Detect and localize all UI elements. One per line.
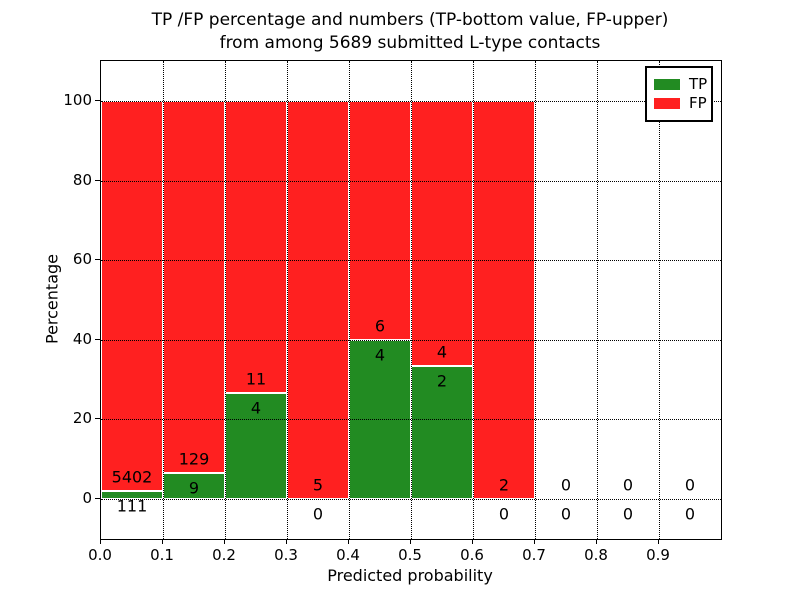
fp-count-annotation: 4 <box>436 342 448 362</box>
x-tick-mark <box>286 539 287 544</box>
fp-count-annotation: 0 <box>684 475 696 495</box>
tp-count-annotation: 0 <box>560 504 572 524</box>
tp-count-annotation: 0 <box>498 504 510 524</box>
fp-count-annotation: 6 <box>374 316 386 336</box>
y-tick-label: 80 <box>72 170 92 189</box>
x-tick-label: 0.2 <box>212 546 236 564</box>
vertical-gridline <box>535 61 536 539</box>
tp-count-annotation: 2 <box>436 371 448 391</box>
vertical-gridline <box>287 61 288 539</box>
fp-count-annotation: 0 <box>622 475 634 495</box>
tp-count-annotation: 4 <box>374 345 386 365</box>
fp-bar-segment <box>473 101 535 499</box>
y-tick-mark <box>95 418 100 420</box>
x-tick-mark <box>162 539 163 544</box>
fp-count-annotation: 0 <box>560 475 572 495</box>
x-tick-label: 0.0 <box>88 546 112 564</box>
plot-area: 5402 111 129 9 11 4 5 0 6 4 4 2 2 0 0 0 0 0 0 0 <box>100 60 722 540</box>
vertical-gridline <box>597 61 598 539</box>
vertical-gridline <box>225 61 226 539</box>
x-tick-label: 0.6 <box>460 546 484 564</box>
vertical-gridline <box>349 61 350 539</box>
y-tick-label: 60 <box>72 250 92 269</box>
fp-count-annotation: 129 <box>178 449 210 469</box>
tp-bar-segment <box>101 491 163 499</box>
x-tick-label: 0.9 <box>646 546 670 564</box>
fp-count-annotation: 2 <box>498 475 510 495</box>
tp-bar-segment <box>411 366 473 499</box>
x-tick-label: 0.4 <box>336 546 360 564</box>
legend-label-fp: FP <box>689 94 707 112</box>
tp-count-annotation: 0 <box>622 504 634 524</box>
y-tick-label: 40 <box>72 329 92 348</box>
fp-count-annotation: 5402 <box>111 467 153 487</box>
fp-color-swatch <box>654 98 680 109</box>
vertical-gridline <box>163 61 164 539</box>
chart-title-line2: from among 5689 submitted L-type contact… <box>219 33 601 53</box>
y-tick-mark <box>95 179 100 181</box>
fp-count-annotation: 11 <box>245 369 267 389</box>
tp-count-annotation: 0 <box>684 504 696 524</box>
fp-bar-segment <box>101 101 163 491</box>
y-tick-mark <box>95 100 100 101</box>
y-tick-label: 100 <box>63 91 92 109</box>
x-tick-mark <box>534 539 535 544</box>
y-tick-mark <box>95 498 100 499</box>
fp-bar-segment <box>349 101 411 340</box>
x-tick-mark <box>658 539 659 544</box>
x-tick-mark <box>472 539 473 544</box>
legend: TP FP <box>645 66 713 122</box>
x-tick-mark <box>348 539 349 544</box>
legend-entry-fp: FP <box>654 94 707 112</box>
vertical-gridline <box>473 61 474 539</box>
y-tick-label: 20 <box>72 409 92 428</box>
legend-label-tp: TP <box>689 75 708 93</box>
y-tick-mark <box>95 259 100 261</box>
fp-bar-segment <box>225 101 287 393</box>
fp-bar-segment <box>411 101 473 367</box>
tp-color-swatch <box>654 79 680 90</box>
x-tick-mark <box>410 539 411 544</box>
vertical-gridline <box>659 61 660 539</box>
x-tick-label: 0.8 <box>584 546 608 564</box>
x-tick-mark <box>596 539 597 544</box>
tp-count-annotation: 4 <box>250 398 262 418</box>
x-tick-mark <box>224 539 225 544</box>
fp-count-annotation: 5 <box>312 475 324 495</box>
tp-count-annotation: 111 <box>116 496 148 516</box>
y-tick-mark <box>95 338 100 340</box>
fp-bar-segment <box>163 101 225 474</box>
vertical-gridline <box>411 61 412 539</box>
x-tick-label: 0.5 <box>398 546 422 564</box>
x-tick-mark <box>100 539 101 544</box>
tp-bar-segment <box>163 473 225 499</box>
tp-count-annotation: 0 <box>312 504 324 524</box>
tp-count-annotation: 9 <box>188 478 200 498</box>
legend-entry-tp: TP <box>654 75 708 93</box>
y-tick-label: 0 <box>82 489 92 507</box>
chart-title-line1: TP /FP percentage and numbers (TP-bottom… <box>151 10 669 30</box>
fp-bar-segment <box>287 101 349 499</box>
x-axis-label: Predicted probability <box>327 566 493 585</box>
x-tick-label: 0.1 <box>150 546 174 564</box>
chart-title: TP /FP percentage and numbers (TP-bottom… <box>100 9 720 55</box>
x-tick-label: 0.7 <box>522 546 546 564</box>
x-tick-label: 0.3 <box>274 546 298 564</box>
